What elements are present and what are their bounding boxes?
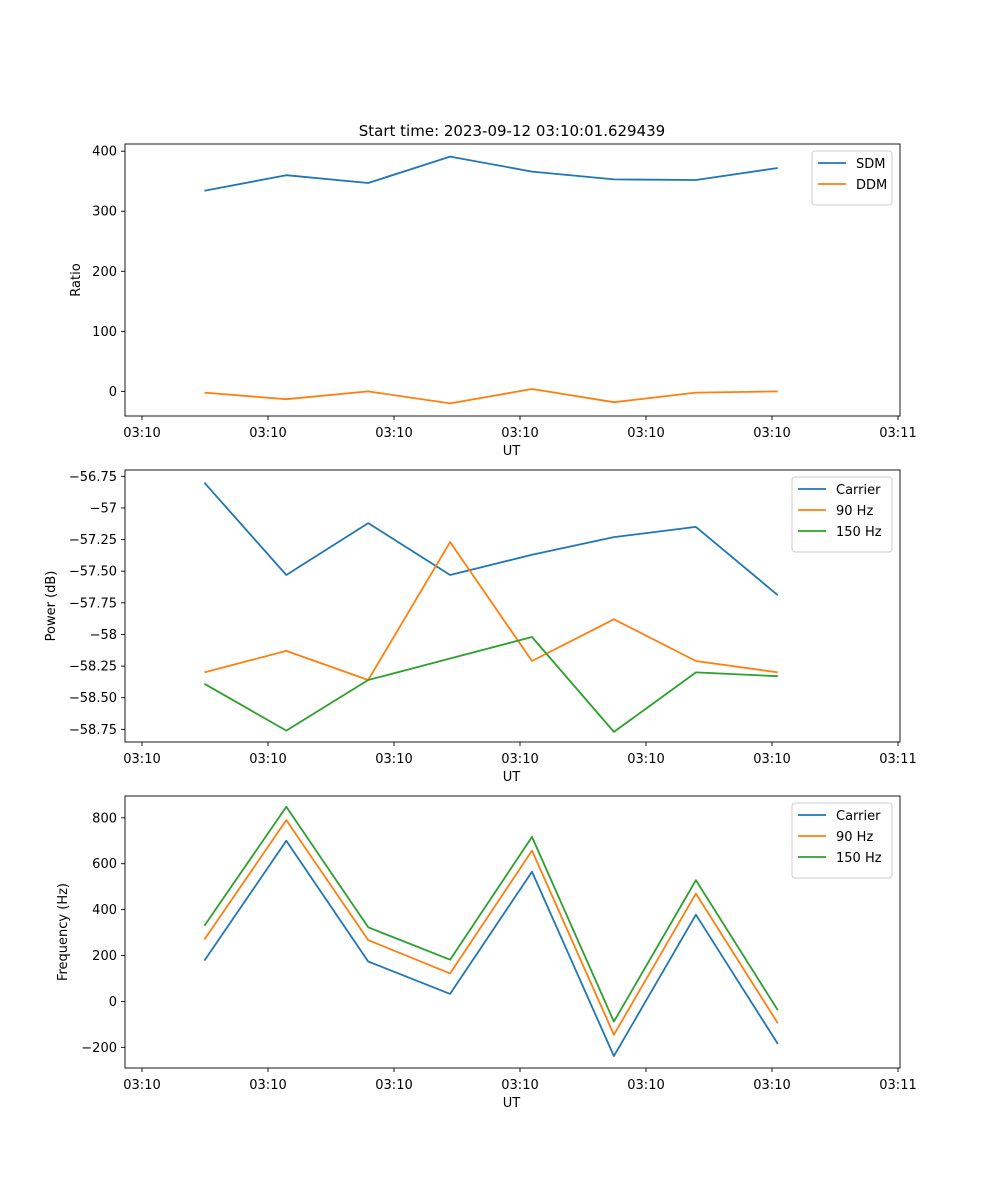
x-tick-label: 03:10 — [501, 1078, 538, 1093]
series-line-carrier — [203, 839, 779, 1057]
x-tick-label: 03:10 — [627, 426, 664, 441]
legend: SDM DDM — [811, 150, 893, 206]
y-tick-label: −200 — [81, 1041, 117, 1056]
chart-3: 03:10 03:10 03:10 03:10 03:10 03:10 03:11 −200 0… — [56, 795, 917, 1111]
x-tick-label: 03:11 — [879, 426, 916, 441]
x-tick-label: 03:10 — [375, 1078, 412, 1093]
axes-frame — [124, 795, 901, 1069]
series-line-150-hz — [203, 636, 778, 733]
x-tick-label: 03:10 — [123, 1078, 160, 1093]
chart-1: 03:10 03:10 03:10 03:10 03:10 03:10 03:11 0 100 2… — [69, 143, 917, 459]
y-tick-label: 300 — [92, 205, 117, 220]
y-tick-label: 200 — [92, 265, 117, 280]
legend-label: 150 Hz — [836, 851, 882, 866]
x-tick-label: 03:10 — [375, 426, 412, 441]
y-tick-label: −56.75 — [69, 470, 117, 485]
y-tick-label: −58 — [90, 628, 117, 643]
x-tick-label: 03:10 — [123, 426, 160, 441]
x-axis-label: UT — [503, 444, 521, 459]
x-tick-label: 03:10 — [501, 752, 538, 767]
y-tick-label: 600 — [92, 857, 117, 872]
y-tick-label: −57.25 — [69, 533, 117, 548]
legend-box — [811, 150, 893, 206]
axes-frame — [124, 143, 901, 417]
series-line-ddm — [204, 388, 778, 405]
y-tick-label: −57.75 — [69, 596, 117, 611]
legend: Carrier 90 Hz 150 Hz — [791, 802, 893, 879]
y-axis-label: Frequency (Hz) — [56, 883, 71, 981]
legend-label: 150 Hz — [836, 525, 882, 540]
series-line-sdm — [204, 155, 778, 192]
x-tick-label: 03:10 — [249, 426, 286, 441]
x-tick-label: 03:10 — [627, 752, 664, 767]
series-line-90-hz — [203, 819, 779, 1036]
series-line-carrier — [203, 482, 779, 596]
x-tick-label: 03:10 — [249, 752, 286, 767]
y-tick-label: 400 — [92, 145, 117, 160]
y-tick-label: 100 — [92, 325, 117, 340]
y-tick-label: 800 — [92, 811, 117, 826]
figure-title: Start time: 2023-09-12 03:10:01.629439 — [359, 122, 665, 140]
y-tick-label: −57.50 — [69, 565, 117, 580]
series-line-150-hz — [203, 805, 779, 1023]
legend-label: 90 Hz — [836, 504, 873, 519]
x-tick-label: 03:10 — [375, 752, 412, 767]
legend-label: SDM — [856, 157, 885, 172]
x-tick-label: 03:10 — [753, 426, 790, 441]
y-tick-label: 0 — [109, 385, 117, 400]
x-axis-label: UT — [503, 770, 521, 785]
legend-box — [791, 476, 893, 553]
plots-container: 03:10 03:10 03:10 03:10 03:10 03:10 03:11 0 100 2… — [44, 143, 917, 1111]
y-tick-label: 400 — [92, 903, 117, 918]
x-tick-label: 03:10 — [753, 752, 790, 767]
chart-2: 03:10 03:10 03:10 03:10 03:10 03:10 03:11 −58.7… — [44, 469, 917, 785]
y-axis-label: Power (dB) — [44, 571, 59, 642]
x-tick-label: 03:10 — [123, 752, 160, 767]
x-tick-label: 03:10 — [627, 1078, 664, 1093]
axes-frame — [124, 469, 901, 743]
series-line-90-hz — [204, 541, 778, 681]
x-tick-label: 03:11 — [879, 1078, 916, 1093]
y-axis-label: Ratio — [69, 263, 84, 296]
legend-label: DDM — [856, 178, 887, 193]
y-tick-label: −57 — [90, 501, 117, 516]
legend-box — [791, 802, 893, 879]
y-tick-label: −58.75 — [69, 723, 117, 738]
legend-label: Carrier — [836, 483, 881, 498]
legend-label: Carrier — [836, 809, 881, 824]
x-tick-label: 03:10 — [501, 426, 538, 441]
x-axis-label: UT — [503, 1096, 521, 1111]
x-tick-label: 03:11 — [879, 752, 916, 767]
x-tick-label: 03:10 — [249, 1078, 286, 1093]
y-tick-label: −58.25 — [69, 660, 117, 675]
y-tick-label: 0 — [109, 995, 117, 1010]
x-tick-label: 03:10 — [753, 1078, 790, 1093]
y-tick-label: −58.50 — [69, 691, 117, 706]
legend-label: 90 Hz — [836, 830, 873, 845]
y-tick-label: 200 — [92, 949, 117, 964]
legend: Carrier 90 Hz 150 Hz — [791, 476, 893, 553]
